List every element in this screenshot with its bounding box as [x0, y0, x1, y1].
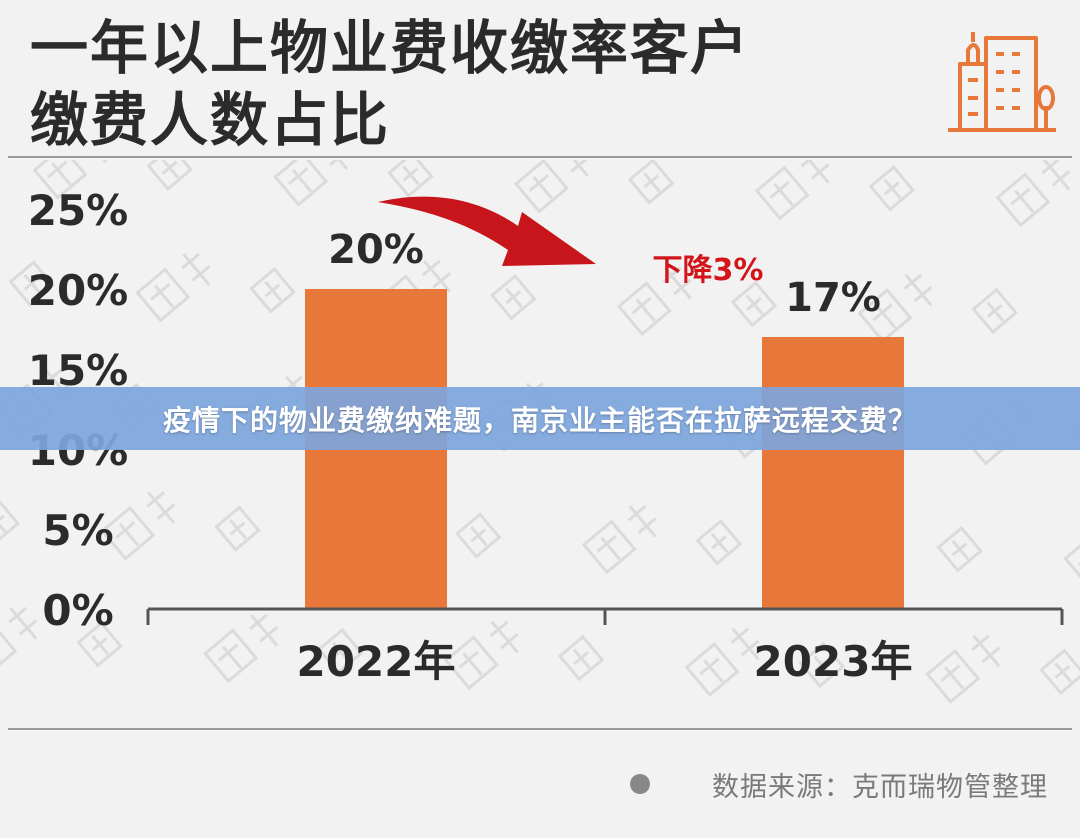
bar-value-label: 17%: [785, 275, 881, 321]
bottom-divider: [8, 728, 1072, 730]
headline-text: 疫情下的物业费缴纳难题，南京业主能否在拉萨远程交费？: [162, 403, 917, 437]
bullet-dot: [630, 774, 650, 794]
x-axis: 2022年 2023年: [146, 607, 1064, 686]
headline-banner[interactable]: 疫情下的物业费缴纳难题，南京业主能否在拉萨远程交费？: [0, 387, 1080, 450]
annotation-group: 下降3%: [378, 196, 764, 288]
source-footer: 数据来源：克而瑞物管整理: [630, 764, 1048, 804]
top-divider: [8, 156, 1072, 158]
chart-title-line-2: 缴费人数占比: [30, 86, 391, 154]
y-tick-label: 25%: [28, 186, 129, 235]
x-tick-label: 2022年: [297, 637, 456, 686]
bar: [762, 337, 904, 609]
decline-arrow: [378, 196, 596, 266]
chart-title: 一年以上物业费收缴率客户 缴费人数占比: [30, 12, 750, 156]
y-tick-label: 20%: [28, 266, 129, 315]
chart-title-line-1: 一年以上物业费收缴率客户: [30, 14, 751, 82]
building-icon: [948, 32, 1056, 132]
y-tick-label: 5%: [42, 506, 113, 555]
y-tick-label: 15%: [28, 346, 129, 395]
bar-value-label: 20%: [328, 227, 424, 273]
y-tick-label: 0%: [42, 586, 113, 635]
x-tick-label: 2023年: [754, 637, 913, 686]
source-note: 数据来源：克而瑞物管整理: [712, 771, 1048, 803]
decline-annotation: 下降3%: [653, 253, 764, 288]
